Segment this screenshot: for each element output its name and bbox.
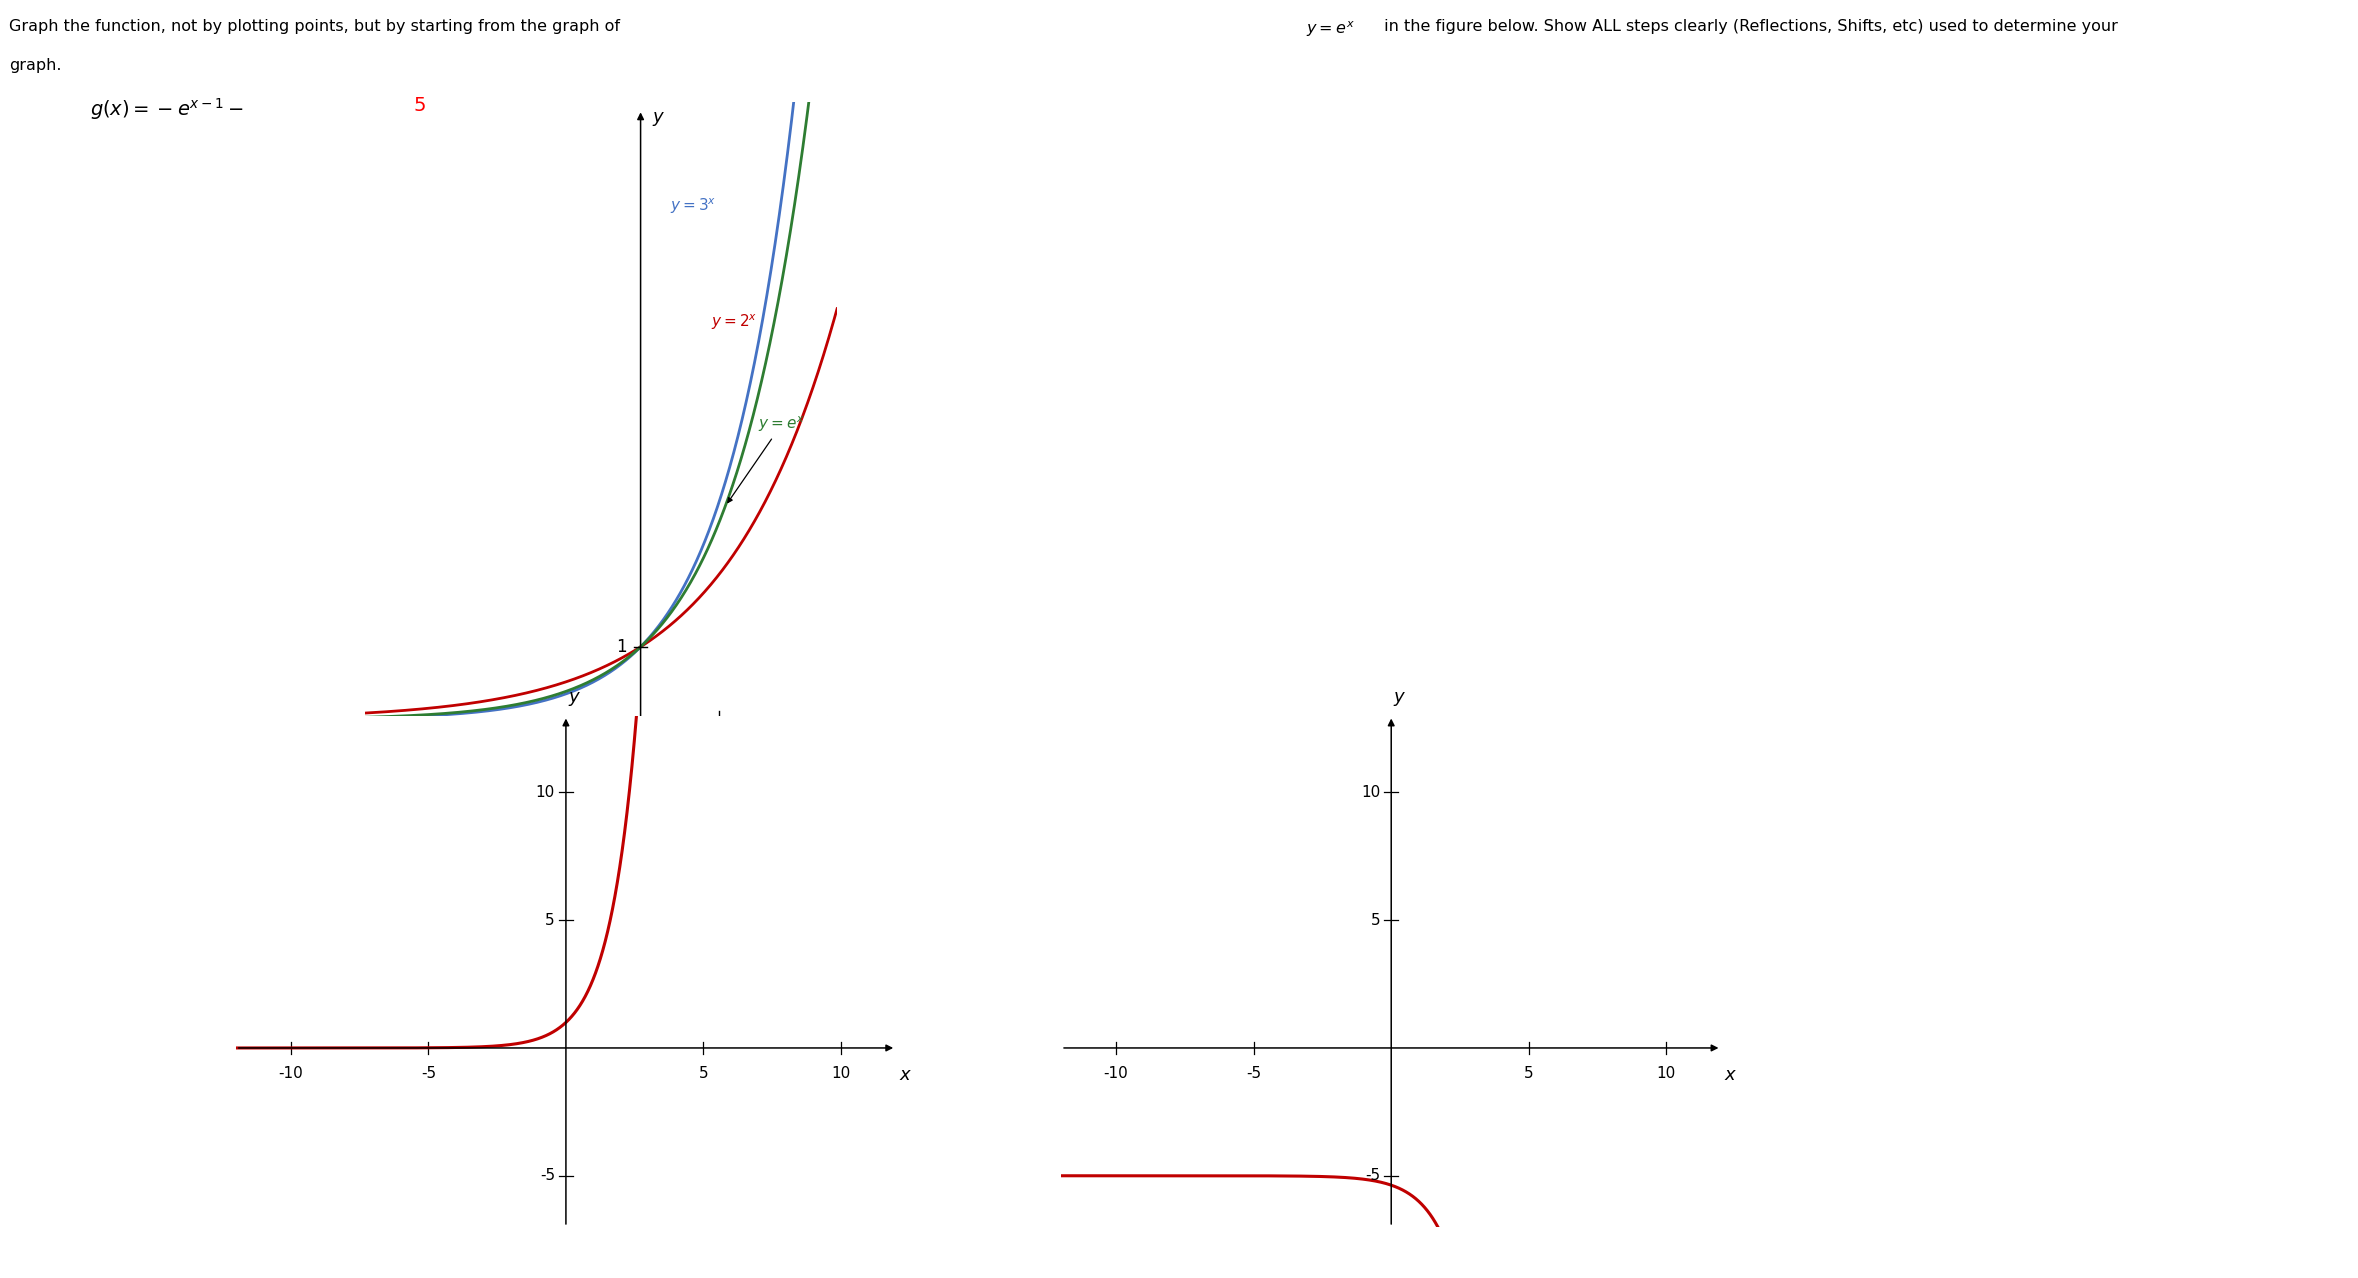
Text: 1: 1	[714, 755, 724, 773]
Text: -10: -10	[1104, 1066, 1129, 1081]
Text: 10: 10	[535, 785, 554, 800]
Text: in the figure below. Show ALL steps clearly (Reflections, Shifts, etc) used to d: in the figure below. Show ALL steps clea…	[1379, 19, 2117, 35]
Text: $y$: $y$	[1394, 690, 1405, 708]
Text: $5$: $5$	[413, 96, 424, 115]
Text: 1: 1	[615, 638, 627, 656]
Text: -5: -5	[420, 1066, 436, 1081]
Text: Graph the function, not by plotting points, but by starting from the graph of: Graph the function, not by plotting poin…	[9, 19, 625, 35]
Text: $y = e^x$: $y = e^x$	[1306, 19, 1356, 38]
Text: -5: -5	[1365, 1168, 1379, 1183]
Text: 5: 5	[1370, 912, 1379, 928]
Text: 10: 10	[832, 1066, 851, 1081]
Text: 5: 5	[1523, 1066, 1533, 1081]
Text: 5: 5	[545, 912, 554, 928]
Text: $y$: $y$	[568, 690, 580, 708]
Text: $g(x) = -e^{x-1} - $: $g(x) = -e^{x-1} - $	[90, 96, 243, 121]
Text: 10: 10	[1361, 785, 1379, 800]
Text: -5: -5	[540, 1168, 554, 1183]
Text: $x$: $x$	[898, 1066, 913, 1084]
Text: graph.: graph.	[9, 58, 61, 73]
Text: $x$: $x$	[832, 759, 847, 777]
Text: $x$: $x$	[1724, 1066, 1738, 1084]
Text: $y = 2^x$: $y = 2^x$	[712, 313, 757, 332]
Text: $y = 3^x$: $y = 3^x$	[670, 197, 717, 216]
Text: $y = e^x$: $y = e^x$	[729, 414, 804, 502]
Text: -10: -10	[278, 1066, 304, 1081]
Text: 10: 10	[1658, 1066, 1677, 1081]
Text: 5: 5	[698, 1066, 707, 1081]
Text: $y$: $y$	[653, 110, 665, 128]
Text: 0: 0	[634, 755, 646, 773]
Text: -5: -5	[1245, 1066, 1262, 1081]
